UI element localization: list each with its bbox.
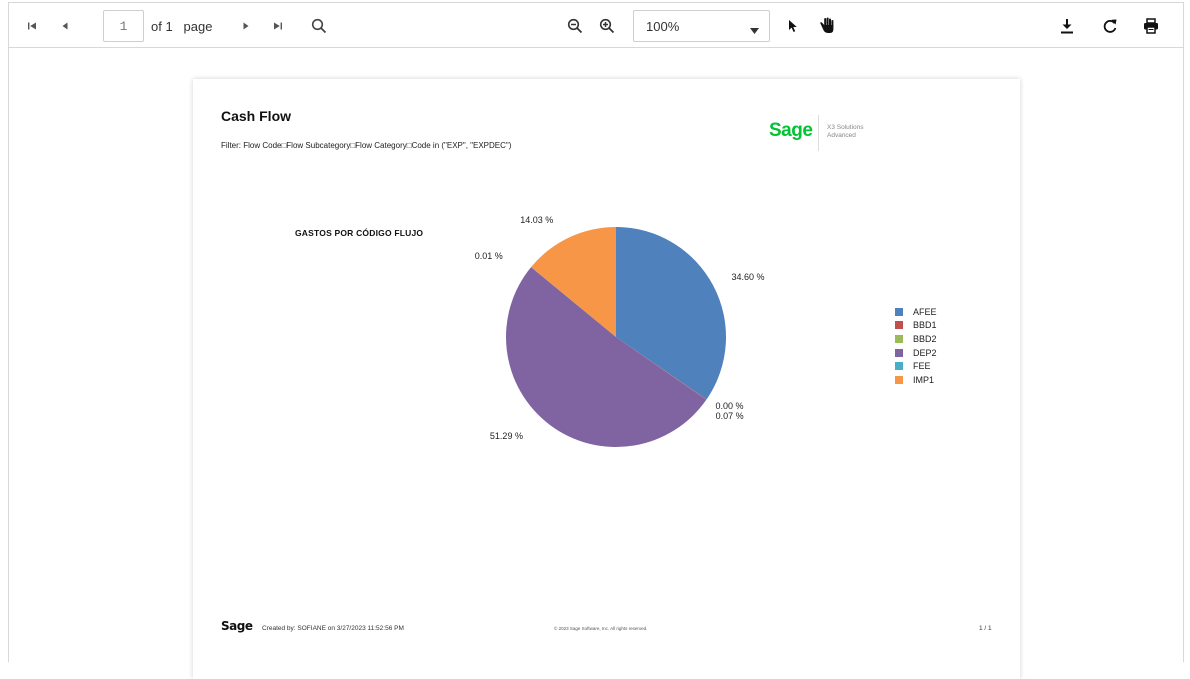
legend-item-imp1: IMP1 [895,373,937,387]
logo-sub-line-1: X3 Solutions [827,124,864,131]
legend-item-bbd1: BBD1 [895,319,937,333]
page-count-label: of 1 page [151,19,212,34]
legend-swatch [895,348,903,357]
logo-subtitle: X3 Solutions Advanced [827,124,864,140]
pointer-icon[interactable] [786,18,800,34]
download-icon[interactable] [1058,17,1076,35]
next-page-icon[interactable] [238,19,254,33]
legend-swatch [895,334,903,343]
legend-item-afee: AFEE [895,305,937,319]
legend-label: AFEE [913,306,937,317]
chart-legend: AFEE BBD1 BBD2 DEP2 FEE IMP1 [895,305,937,387]
legend-item-fee: FEE [895,359,937,373]
legend-label: IMP1 [913,374,935,385]
prev-page-icon[interactable] [57,19,73,33]
footer-sage-logo: Sage [221,619,253,633]
pie-label-bbd1: 0.07 % [715,410,744,421]
dropdown-caret-icon [750,23,759,38]
pie-slice-afee [616,227,726,400]
pie-slice-dep2 [505,267,707,448]
logo-divider [818,115,819,151]
legend-swatch [895,375,903,384]
legend-item-dep2: DEP2 [895,346,937,360]
pie-slice-fee [531,267,616,337]
pie-label-imp1: 14.03 % [520,215,554,226]
legend-label: DEP2 [913,347,937,358]
zoom-value: 100% [646,19,680,34]
print-icon[interactable] [1142,17,1160,35]
legend-item-bbd2: BBD2 [895,332,937,346]
search-icon[interactable] [310,17,328,35]
legend-swatch [895,321,903,330]
logo-sub-line-2: Advanced [827,132,856,139]
legend-label: FEE [913,361,931,372]
footer-page-number: 1 / 1 [979,625,992,632]
refresh-icon[interactable] [1101,17,1119,35]
zoom-in-icon[interactable] [598,17,616,35]
report-title: Cash Flow [221,108,292,124]
pie-slice-bbd1 [616,337,707,400]
footer-copyright: © 2023 Sage Software, Inc. All rights re… [554,626,648,631]
page-number-input[interactable]: 1 [103,10,144,42]
footer-created-by: Created by: SOFIANE on 3/27/2023 11:52:5… [262,625,404,632]
sage-logo: Sage [769,120,813,141]
pie-chart [505,227,726,448]
hand-icon[interactable] [818,16,836,34]
pie-slice-imp1 [531,227,616,337]
pie-label-fee: 0.01 % [474,250,503,261]
report-filter: Filter: Flow Code□Flow Subcategory□Flow … [221,141,512,150]
legend-swatch [895,362,903,371]
pie-label-dep2: 51.29 % [489,431,523,442]
viewer-toolbar: 1 of 1 page 100% [9,3,1183,48]
pie-label-afee: 34.60 % [731,272,765,283]
legend-swatch [895,307,903,316]
pie-label-bbd2: 0.00 % [715,400,744,411]
report-viewer: 1 of 1 page 100% [8,2,1184,679]
zoom-out-icon[interactable] [566,17,584,35]
document-area[interactable]: Cash Flow Filter: Flow Code□Flow Subcate… [9,48,1183,679]
last-page-icon[interactable] [270,19,286,33]
of-total-label: of 1 [151,19,173,34]
legend-label: BBD1 [913,320,937,331]
chart-title: GASTOS POR CÓDIGO FLUJO [295,228,424,238]
legend-label: BBD2 [913,333,937,344]
first-page-icon[interactable] [24,19,40,33]
page-word-label: page [183,19,213,34]
zoom-select[interactable]: 100% [633,10,770,42]
report-page: Cash Flow Filter: Flow Code□Flow Subcate… [193,79,1020,679]
